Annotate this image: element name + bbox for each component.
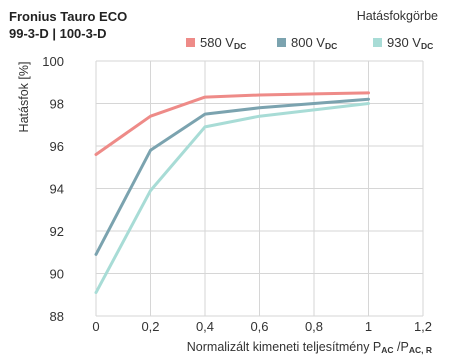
series-line-1 xyxy=(94,91,370,156)
chart-title-line2: 99-3-D | 100-3-D xyxy=(9,26,107,41)
x-tick-label: 0 xyxy=(92,319,99,334)
legend-label: 580 VDC xyxy=(200,35,246,51)
y-axis-ticks: 88 90 92 94 96 98 100 xyxy=(42,54,64,324)
y-axis-label: Hatásfok [%] xyxy=(17,62,31,133)
legend-swatch xyxy=(186,38,195,47)
y-tick-label: 96 xyxy=(50,139,64,154)
legend-label: 800 VDC xyxy=(291,35,337,51)
chart-subtitle: Hatásfokgörbe xyxy=(356,9,438,23)
x-tick-label: 0,2 xyxy=(141,319,159,334)
chart-title-line1: Fronius Tauro ECO xyxy=(9,9,128,24)
x-tick-label: 0,4 xyxy=(196,319,214,334)
chart-title: Fronius Tauro ECO 99-3-D | 100-3-D xyxy=(9,8,127,42)
y-tick-label: 100 xyxy=(42,54,64,69)
series-line-3 xyxy=(94,102,370,295)
series-lines xyxy=(94,91,370,295)
x-axis-label: Normalizált kimeneti teljesítmény PAC /P… xyxy=(187,340,432,355)
legend-label: 930 VDC xyxy=(387,35,433,51)
x-tick-label: 1,2 xyxy=(414,319,432,334)
y-tick-label: 92 xyxy=(50,224,64,239)
legend-swatch xyxy=(373,38,382,47)
series-line-2 xyxy=(94,97,370,256)
x-tick-label: 1 xyxy=(365,319,372,334)
legend-swatch xyxy=(277,38,286,47)
y-tick-label: 98 xyxy=(50,97,64,112)
y-tick-label: 94 xyxy=(50,182,64,197)
y-tick-label: 88 xyxy=(50,309,64,324)
x-tick-label: 0,8 xyxy=(305,319,323,334)
y-tick-label: 90 xyxy=(50,267,64,282)
grid xyxy=(95,60,424,317)
legend: 580 VDC 800 VDC 930 VDC xyxy=(186,35,433,51)
x-axis-ticks: 0 0,2 0,4 0,6 0,8 1 1,2 xyxy=(92,319,432,334)
x-tick-label: 0,6 xyxy=(250,319,268,334)
